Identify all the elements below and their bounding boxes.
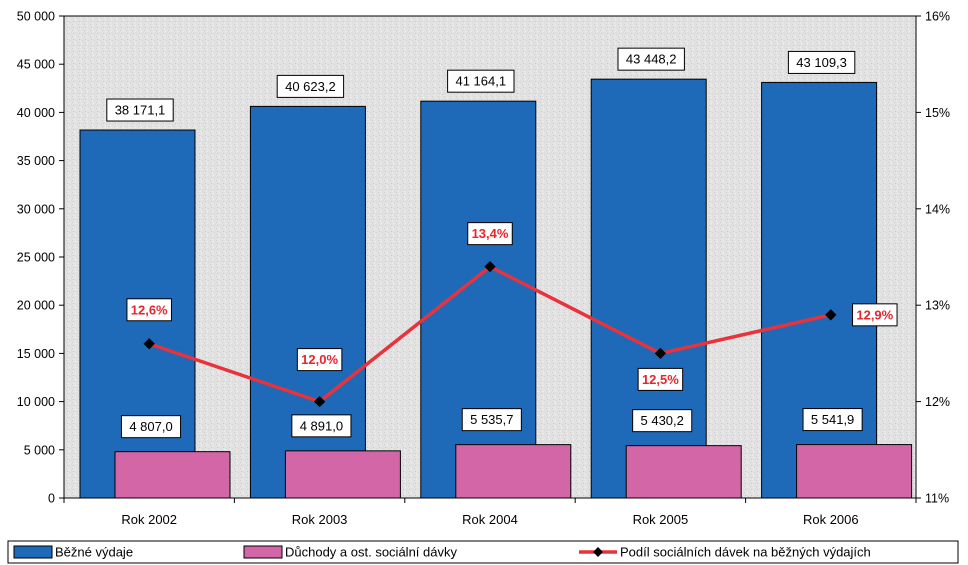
legend-label: Běžné výdaje — [55, 545, 133, 560]
bar-duchody — [114, 451, 231, 499]
legend-marker — [593, 547, 603, 557]
y-right-tick-label: 12% — [925, 395, 950, 409]
y-left-tick-label: 0 — [48, 492, 55, 506]
bar-bezne-vydaje — [761, 81, 878, 499]
y-left-tick-label: 30 000 — [17, 202, 55, 216]
svg-text:5 430,2: 5 430,2 — [641, 413, 684, 428]
svg-text:5 535,7: 5 535,7 — [470, 412, 513, 427]
legend-label: Podíl sociálních dávek na běžných výdají… — [620, 545, 871, 560]
data-label-duchody: 4 807,0 — [120, 415, 182, 439]
x-tick-label: Rok 2003 — [292, 512, 348, 527]
data-label-duchody: 5 535,7 — [461, 408, 522, 432]
y-left-tick-label: 35 000 — [17, 154, 55, 168]
legend-swatch — [243, 545, 283, 559]
data-label-duchody: 5 541,9 — [802, 408, 863, 432]
data-label-bezne-vydaje: 38 171,1 — [106, 98, 174, 122]
line-marker — [825, 309, 837, 321]
data-label-bezne-vydaje: 41 164,1 — [447, 69, 515, 93]
x-tick-label: Rok 2005 — [633, 512, 689, 527]
bar-duchody — [284, 450, 401, 499]
data-label-podil: 12,6% — [126, 298, 172, 322]
y-left-tick-label: 20 000 — [17, 299, 55, 313]
x-tick-label: Rok 2002 — [121, 512, 177, 527]
svg-text:38 171,1: 38 171,1 — [115, 103, 166, 118]
bar-bezne-vydaje — [249, 105, 366, 499]
line-marker — [143, 338, 155, 350]
legend-swatch — [13, 545, 53, 559]
svg-text:4 807,0: 4 807,0 — [129, 419, 172, 434]
y-left-tick-label: 45 000 — [17, 58, 55, 72]
svg-text:12,9%: 12,9% — [856, 307, 893, 322]
y-left-tick-label: 40 000 — [17, 106, 55, 120]
data-label-duchody: 5 430,2 — [632, 409, 693, 433]
svg-text:43 109,3: 43 109,3 — [796, 55, 847, 70]
axes-layer: 0 5 000 10 000 15 000 20 000 25 000 30 000 35 0… — [17, 10, 950, 528]
y-left-tick-label: 10 000 — [17, 395, 55, 409]
legend-label: Důchody a ost. sociální dávky — [285, 545, 457, 560]
line-marker — [654, 347, 667, 360]
x-tick-label: Rok 2004 — [462, 512, 518, 527]
svg-text:5 541,9: 5 541,9 — [811, 412, 854, 427]
data-label-bezne-vydaje: 43 448,2 — [617, 47, 685, 71]
svg-text:12,5%: 12,5% — [642, 372, 679, 387]
y-left-tick-label: 50 000 — [17, 10, 55, 24]
svg-text:40 623,2: 40 623,2 — [285, 79, 336, 94]
svg-text:41 164,1: 41 164,1 — [455, 74, 506, 89]
y-left-tick-label: 5 000 — [24, 443, 55, 457]
bar-bezne-vydaje — [590, 78, 707, 499]
y-right-tick-label: 13% — [925, 299, 950, 313]
svg-text:12,6%: 12,6% — [131, 302, 168, 317]
y-right-tick-label: 11% — [925, 492, 949, 506]
y-right-tick-label: 14% — [925, 202, 950, 216]
x-tick-label: Rok 2006 — [803, 512, 859, 527]
labels-layer: 38 171,1 4 807,0 40 623,2 4 891,0 41 164,1 5 … — [106, 47, 898, 439]
svg-text:13,4%: 13,4% — [472, 226, 509, 241]
svg-text:12,0%: 12,0% — [301, 352, 338, 367]
data-label-bezne-vydaje: 40 623,2 — [276, 74, 345, 98]
line-marker — [313, 395, 326, 408]
svg-text:4 891,0: 4 891,0 — [300, 418, 343, 433]
y-left-tick-label: 15 000 — [17, 347, 55, 361]
data-label-duchody: 4 891,0 — [291, 414, 352, 438]
line-layer — [143, 260, 837, 408]
line-marker — [484, 260, 496, 273]
bar-bezne-vydaje — [420, 100, 537, 499]
y-left-tick-label: 25 000 — [17, 251, 55, 265]
bar-duchody — [796, 444, 913, 499]
data-label-bezne-vydaje: 43 109,3 — [787, 50, 856, 74]
bar-duchody — [455, 444, 572, 499]
data-label-podil: 12,0% — [296, 348, 343, 372]
y-right-tick-label: 16% — [925, 10, 950, 24]
svg-text:43 448,2: 43 448,2 — [626, 52, 677, 67]
bar-duchody — [625, 445, 742, 499]
data-label-podil: 13,4% — [467, 222, 513, 246]
data-label-podil: 12,5% — [637, 367, 684, 391]
data-label-podil: 12,9% — [852, 303, 898, 327]
y-right-tick-label: 15% — [925, 106, 950, 120]
legend: Běžné výdaje Důchody a ost. sociální dávk… — [7, 540, 959, 564]
